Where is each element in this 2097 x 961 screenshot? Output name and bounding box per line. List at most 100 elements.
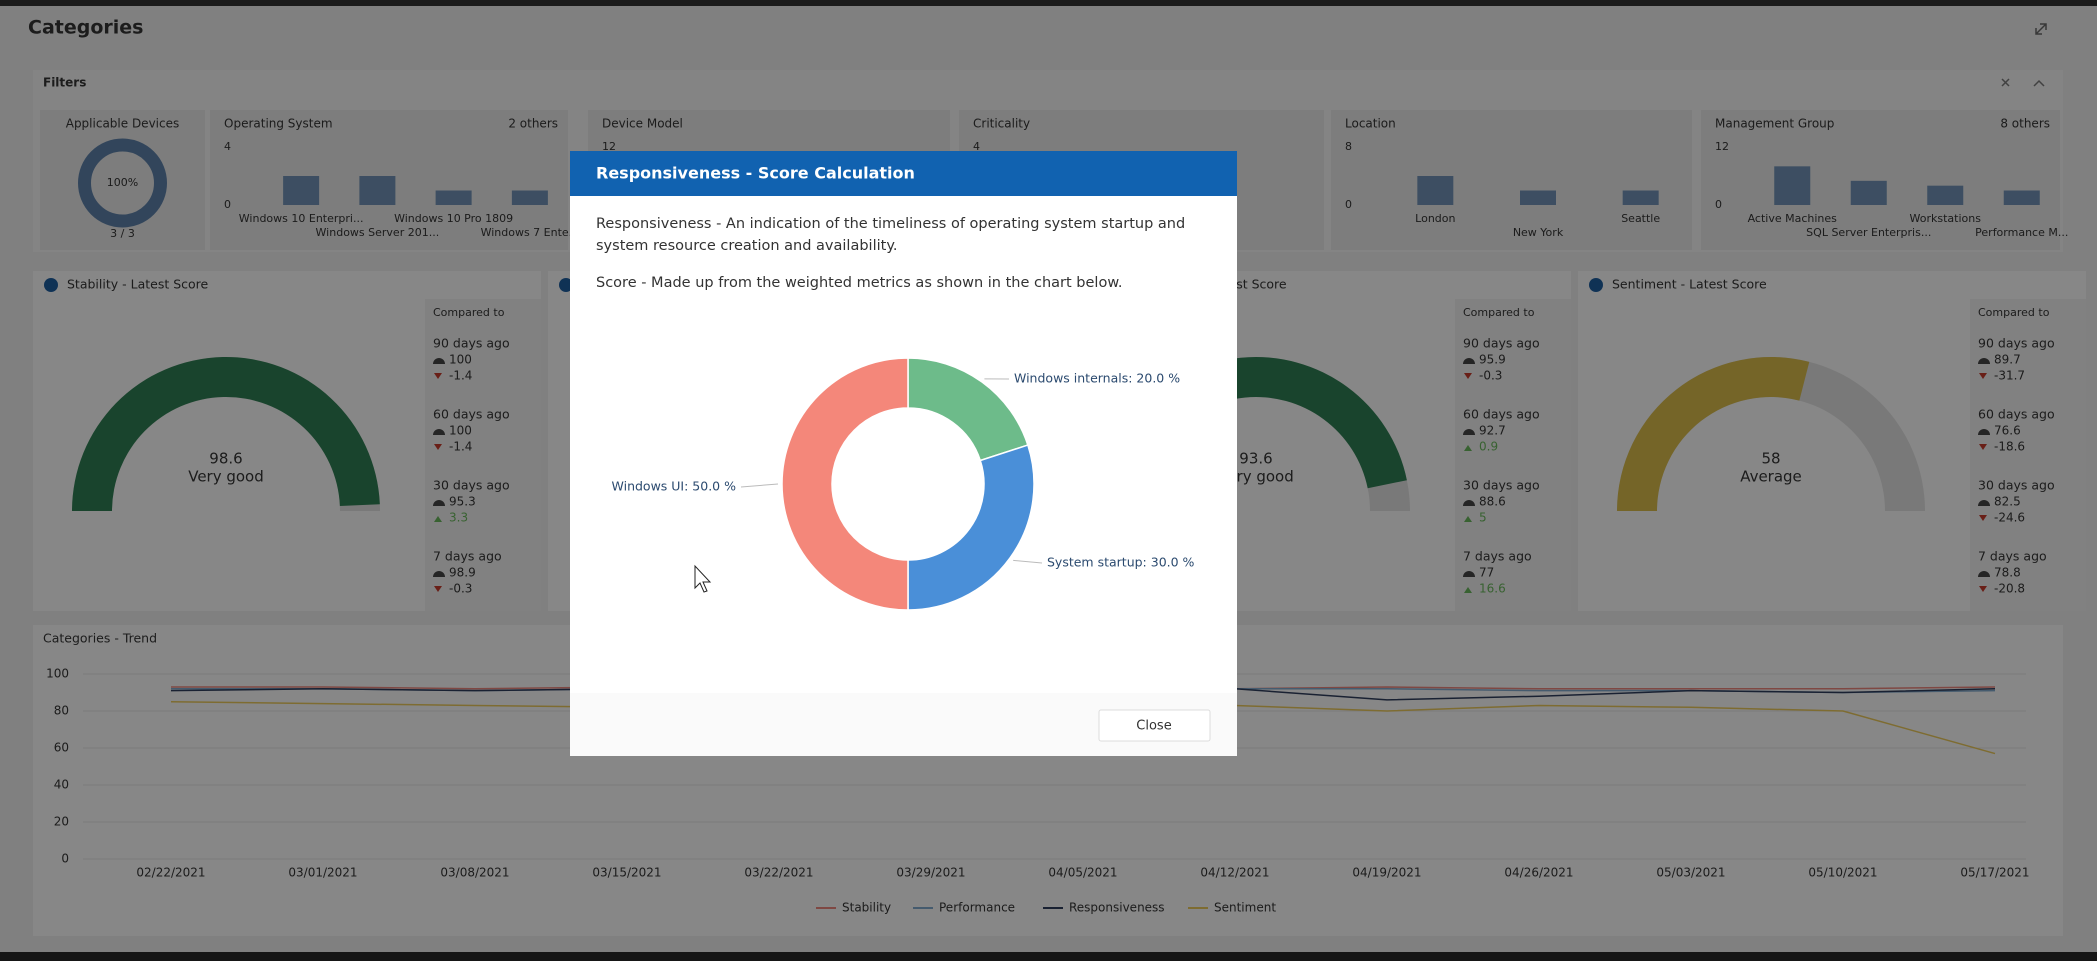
info-icon[interactable] — [1589, 278, 1603, 292]
page-title: Categories — [28, 17, 143, 39]
filter-bar[interactable] — [435, 190, 472, 206]
score-card-title: Sentiment - Latest Score — [1612, 277, 1767, 292]
compared-period: 60 days ago — [1978, 407, 2055, 422]
leader-line — [740, 483, 779, 488]
gauge-label: Very good — [1218, 468, 1294, 486]
filter-bar[interactable] — [1622, 190, 1659, 206]
compared-period: 60 days ago — [433, 407, 510, 422]
modal-box — [570, 151, 1237, 756]
delta-arrow — [1979, 444, 1987, 450]
mouse-cursor — [694, 564, 712, 593]
compared-period: 60 days ago — [1463, 407, 1540, 422]
filter-bar[interactable] — [2003, 190, 2040, 206]
filter-category: New York — [1513, 226, 1564, 239]
info-icon[interactable] — [559, 278, 573, 292]
legend-label: Responsiveness — [1069, 901, 1165, 915]
filter-bar[interactable] — [1850, 180, 1887, 205]
close-button[interactable] — [1098, 709, 1211, 742]
filter-bar[interactable] — [1417, 176, 1454, 205]
delta-arrow — [1464, 516, 1472, 522]
compared-delta: -0.3 — [1479, 369, 1502, 383]
score-icon — [1463, 571, 1475, 577]
compared-delta: -20.8 — [1994, 582, 2025, 596]
score-icon — [1978, 358, 1990, 364]
compared-column — [1455, 299, 1571, 611]
y-tick-label: 0 — [61, 852, 69, 866]
filter-extra: 8 others — [2000, 117, 2050, 131]
score-icon — [1978, 429, 1990, 435]
filters-clear-icon[interactable] — [2001, 78, 2010, 87]
x-tick-label: 05/03/2021 — [1656, 866, 1725, 880]
filters-collapse-icon[interactable] — [2033, 79, 2045, 87]
gauge-value — [72, 356, 380, 511]
filter-title: Criticality — [973, 117, 1030, 131]
delta-arrow — [1464, 373, 1472, 379]
filter-card[interactable] — [1331, 110, 1692, 250]
trend-title: Categories - Trend — [43, 631, 157, 646]
compared-delta: -1.4 — [449, 369, 472, 383]
y-tick-label: 40 — [54, 778, 69, 792]
x-tick-label: 04/19/2021 — [1352, 866, 1421, 880]
delta-arrow — [1464, 587, 1472, 593]
score-card-title: Stability - Latest Score — [67, 277, 209, 292]
filter-y-tick: 0 — [1345, 198, 1352, 211]
compared-score: 78.8 — [1994, 566, 2021, 580]
filter-bar[interactable] — [1927, 185, 1964, 205]
score-icon — [433, 500, 445, 506]
modal-score-text: Score - Made up from the weighted metric… — [596, 275, 1122, 291]
compared-column — [1970, 299, 2086, 611]
bottom-edge — [0, 952, 2097, 961]
compared-score: 76.6 — [1994, 424, 2021, 438]
compared-score: 98.9 — [449, 566, 476, 580]
compared-column — [425, 299, 541, 611]
gauge-label: Average — [1740, 468, 1802, 486]
expand-icon[interactable] — [2035, 23, 2047, 35]
filter-y-tick: 4 — [224, 140, 231, 153]
device-count: 3 / 3 — [110, 227, 135, 240]
gauge-label: Very good — [188, 468, 264, 486]
donut-label: System startup: 30.0 % — [1047, 555, 1195, 570]
filter-bar[interactable] — [1520, 190, 1556, 206]
filters-title: Filters — [43, 76, 86, 90]
compared-delta: 5 — [1479, 511, 1487, 525]
x-tick-label: 03/22/2021 — [744, 866, 813, 880]
compared-score: 92.7 — [1479, 424, 1506, 438]
filter-category: Windows Server 201... — [316, 226, 440, 239]
x-tick-label: 05/10/2021 — [1808, 866, 1877, 880]
filter-title: Applicable Devices — [66, 117, 180, 131]
leader-line — [1013, 559, 1043, 564]
delta-arrow — [434, 444, 442, 450]
filter-title: Device Model — [602, 117, 683, 131]
score-icon — [433, 429, 445, 435]
delta-arrow — [1979, 515, 1987, 521]
device-ring — [78, 138, 167, 228]
filter-category: Windows 10 Pro 1809 — [394, 212, 513, 225]
filter-y-tick: 4 — [973, 140, 980, 153]
info-icon[interactable] — [44, 278, 58, 292]
compared-score: 100 — [449, 424, 472, 438]
filter-y-tick: 8 — [1345, 140, 1352, 153]
close-button-label[interactable]: Close — [1136, 719, 1171, 734]
score-icon — [1463, 358, 1475, 364]
delta-arrow — [1979, 586, 1987, 592]
filter-bar[interactable] — [1774, 166, 1811, 205]
compared-period: 7 days ago — [433, 549, 502, 564]
modal-description: system resource creation and availabilit… — [596, 238, 897, 254]
filter-card[interactable] — [1701, 110, 2060, 250]
filter-y-tick: 12 — [602, 140, 616, 153]
filter-bar[interactable] — [359, 176, 396, 205]
score-icon — [1978, 500, 1990, 506]
legend-label: Sentiment — [1214, 901, 1276, 915]
compared-score: 89.7 — [1994, 353, 2021, 367]
y-tick-label: 20 — [54, 815, 69, 829]
gauge-value — [1617, 357, 1810, 511]
filter-category: Windows 7 Ente... — [481, 226, 580, 239]
filter-category: Performance M... — [1975, 226, 2068, 239]
filter-title: Management Group — [1715, 117, 1834, 131]
filter-category: Seattle — [1621, 212, 1660, 225]
filter-bar[interactable] — [511, 190, 548, 206]
filter-bar[interactable] — [283, 176, 320, 205]
delta-arrow — [434, 516, 442, 522]
compared-delta: 0.9 — [1479, 440, 1498, 454]
